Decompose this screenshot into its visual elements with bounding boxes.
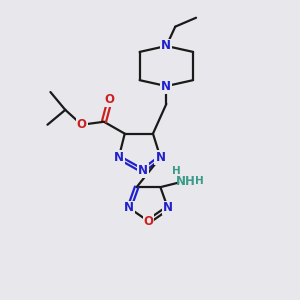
- Text: N: N: [114, 151, 124, 164]
- Text: O: O: [105, 93, 115, 106]
- Text: NH: NH: [176, 175, 196, 188]
- Text: N: N: [124, 202, 134, 214]
- Text: N: N: [155, 151, 165, 164]
- Text: N: N: [163, 202, 173, 214]
- Text: N: N: [161, 40, 171, 52]
- Text: H: H: [195, 176, 203, 186]
- Text: N: N: [138, 164, 148, 177]
- Text: O: O: [76, 118, 87, 131]
- Text: O: O: [143, 215, 154, 228]
- Text: N: N: [161, 80, 171, 93]
- Text: H: H: [172, 166, 181, 176]
